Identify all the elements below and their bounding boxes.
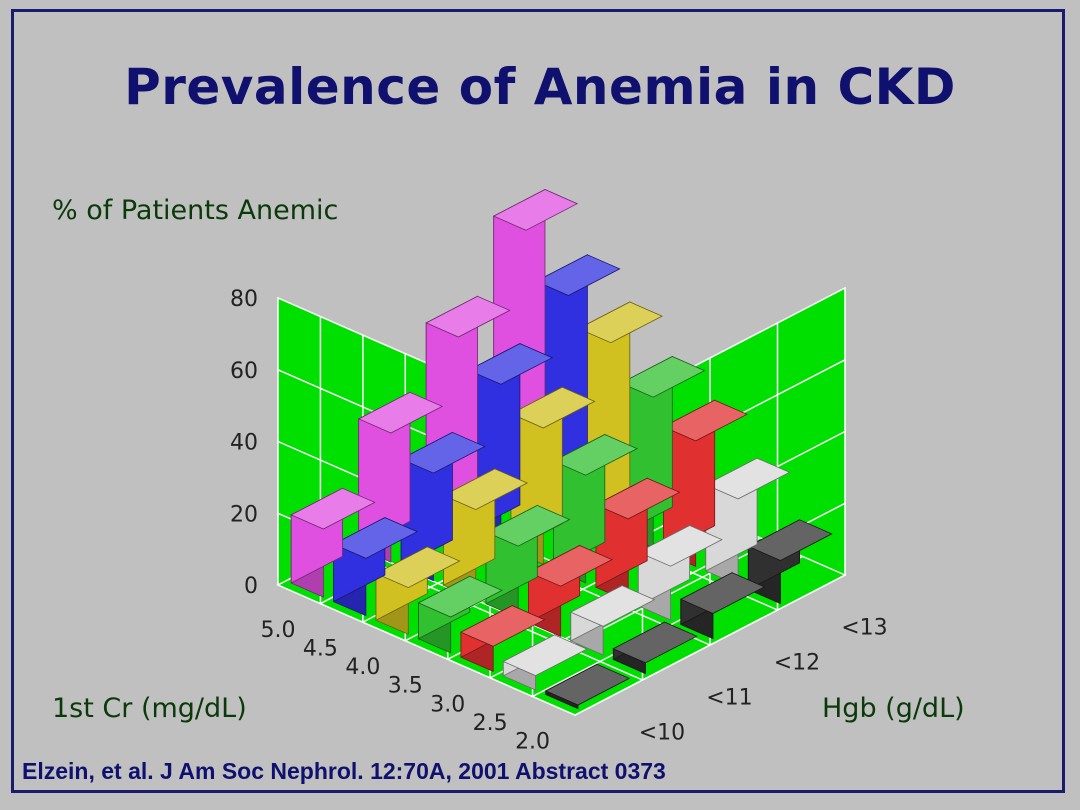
x-tick-label: 3.0 — [430, 692, 465, 717]
x-axis-label: 1st Cr (mg/dL) — [52, 693, 247, 724]
x-tick-label: 2.5 — [473, 711, 508, 736]
chart-ticks: 0 20 40 60 80 5.0 4.5 4.0 3.5 3.0 2.5 2.0 <10 <11 <12 <… — [230, 287, 888, 754]
x-tick-label: 2.0 — [515, 729, 550, 754]
x-tick-label: 3.5 — [388, 674, 423, 699]
bar-4.5-<10 — [332, 516, 419, 617]
bar-2.5-<10 — [502, 634, 588, 691]
y-axis-label: Hgb (g/dL) — [822, 693, 965, 724]
z-tick-label: 60 — [230, 359, 258, 384]
slide-frame — [11, 9, 1065, 793]
bar-2.0-<11 — [612, 621, 698, 675]
y-tick-label: <11 — [706, 686, 752, 711]
z-tick-label: 20 — [230, 502, 258, 527]
z-tick-label: 40 — [230, 431, 258, 456]
y-tick-label: <12 — [774, 651, 820, 676]
y-tick-label: <10 — [639, 721, 685, 746]
y-tick-label: <13 — [841, 616, 887, 641]
citation: Elzein, et al. J Am Soc Nephrol. 12:70A,… — [22, 758, 666, 784]
z-tick-label: 80 — [230, 287, 258, 312]
x-tick-label: 4.0 — [345, 655, 380, 680]
z-axis-label: % of Patients Anemic — [52, 195, 339, 226]
bar-5.0-<10 — [290, 487, 376, 598]
bar-2.0-<10 — [544, 663, 631, 710]
bar-3.5-<10 — [417, 575, 503, 654]
x-tick-label: 5.0 — [261, 618, 296, 643]
bar-2.0-<12 — [679, 572, 766, 640]
bar-2.5-<11 — [569, 584, 656, 656]
slide-title: Prevalence of Anemia in CKD — [124, 58, 956, 116]
bar-2.0-<13 — [747, 519, 833, 605]
chart-bars — [290, 188, 833, 710]
bar-2.5-<13 — [704, 457, 791, 586]
bar-4.0-<10 — [375, 546, 461, 635]
bar-3.0-<10 — [459, 604, 546, 673]
x-tick-label: 4.5 — [303, 637, 338, 662]
z-tick-label: 0 — [244, 574, 258, 599]
